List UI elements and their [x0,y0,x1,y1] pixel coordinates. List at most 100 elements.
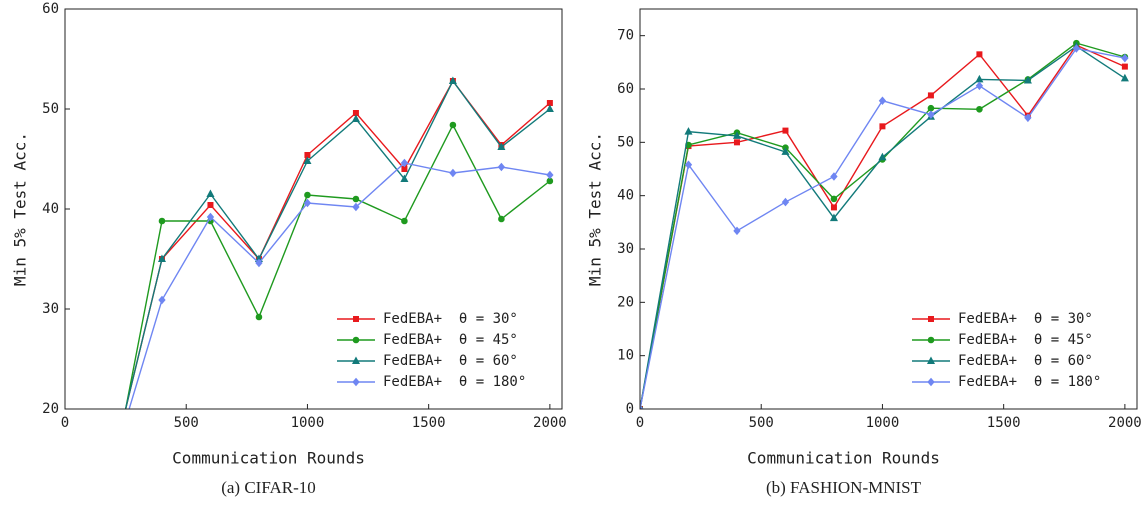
x-tick-label: 1500 [412,415,446,431]
x-tick-label: 2000 [533,415,567,431]
x-tick-label: 1500 [987,415,1021,431]
legend-label: FedEBA+ θ = 30° [958,311,1093,327]
marker [158,295,166,305]
x-tick-label: 0 [61,415,69,431]
marker [830,195,838,203]
marker [304,191,311,199]
series-line [124,123,551,409]
marker [684,127,693,135]
marker [400,174,409,182]
marker [401,217,408,225]
marker [498,215,505,223]
legend-label: FedEBA+ θ = 180° [958,374,1101,390]
marker [352,377,360,387]
marker [448,76,457,84]
y-tick-label: 10 [617,348,634,364]
legend-label: FedEBA+ θ = 60° [383,353,518,369]
x-tick-label: 0 [636,415,644,431]
marker [1121,63,1128,70]
marker [878,152,887,161]
x-tick-label: 1000 [291,415,325,431]
y-tick-label: 20 [42,401,59,417]
marker [352,202,360,212]
marker [781,147,790,155]
marker [975,81,984,91]
marker [545,104,554,112]
marker [927,336,935,344]
marker [733,139,740,146]
marker [255,258,263,268]
marker [782,127,789,134]
x-tick-label: 2000 [1108,415,1142,431]
y-tick-label: 50 [617,134,634,150]
plot-frame [64,8,563,410]
marker [303,198,312,208]
marker [732,131,742,139]
marker [1121,53,1129,63]
legend-label: FedEBA+ θ = 60° [958,353,1093,369]
x-tick-label: 1000 [866,415,900,431]
marker [157,254,167,262]
y-tick-label: 40 [42,201,59,217]
y-tick-label: 70 [617,28,634,44]
marker [497,142,506,150]
marker [927,92,934,99]
marker [928,316,934,322]
x-tick-label: 500 [174,415,199,431]
marker [400,158,409,168]
series-line [124,79,551,409]
y-tick-label: 50 [42,101,59,117]
y-tick-label: 40 [617,188,634,204]
marker [640,404,644,409]
marker [781,197,790,207]
marker [927,104,935,112]
y-tick-label: 0 [626,401,634,417]
caption: (a) CIFAR-10 [221,478,316,497]
marker [206,189,215,197]
series-line [128,162,550,409]
caption: (b) FASHION-MNIST [766,478,922,497]
plot-area [110,76,554,465]
y-tick-label: 60 [617,81,634,97]
marker [546,170,554,180]
marker [926,356,936,364]
marker [207,202,214,208]
y-tick-label: 60 [42,1,59,17]
marker [1120,73,1129,82]
marker [927,377,935,387]
marker [1023,75,1032,84]
marker [830,204,837,211]
y-axis-label: Min 5% Test Acc. [586,132,605,286]
legend-label: FedEBA+ θ = 45° [383,332,518,348]
marker [976,51,983,58]
legend-label: FedEBA+ θ = 180° [383,374,526,390]
marker [829,213,838,222]
marker [830,172,838,181]
marker [351,114,360,122]
legend-label: FedEBA+ θ = 45° [958,332,1093,348]
marker [1072,44,1081,53]
marker [878,96,887,106]
marker [733,226,741,236]
marker [449,168,457,178]
marker [927,110,935,119]
legend-label: FedEBA+ θ = 30° [383,311,518,327]
marker [206,212,215,222]
plot-area [640,39,1129,409]
y-tick-label: 20 [617,294,634,310]
marker [303,156,312,164]
marker [352,336,360,344]
marker [1024,113,1032,123]
y-tick-label: 30 [617,241,634,257]
marker [497,162,506,172]
marker [110,456,116,462]
x-axis-label: Communication Rounds [747,449,940,468]
x-axis-label: Communication Rounds [172,449,365,468]
marker [110,458,116,465]
marker [353,316,359,322]
marker [352,195,360,203]
marker [449,121,457,129]
marker [976,105,983,113]
marker [255,313,263,321]
